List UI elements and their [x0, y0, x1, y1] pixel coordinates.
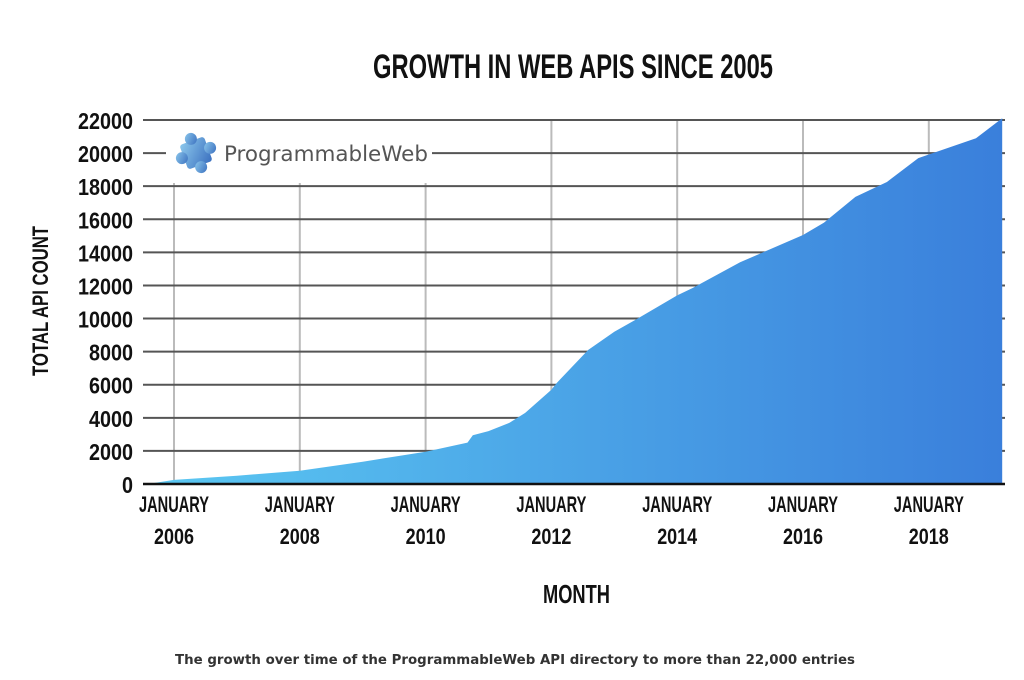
puzzle-piece-icon — [175, 132, 217, 174]
x-tick-label-month: JANUARY — [642, 492, 712, 517]
y-tick-label: 8000 — [89, 340, 133, 366]
x-tick-label-month: JANUARY — [391, 492, 461, 517]
y-tick-label: 0 — [122, 472, 133, 498]
x-tick-label-month: JANUARY — [516, 492, 586, 517]
y-axis-label: TOTAL API COUNT — [28, 226, 53, 376]
programmableweb-logo: ProgrammableWeb — [166, 132, 432, 174]
y-tick-label: 18000 — [78, 174, 133, 200]
x-tick-label-month: JANUARY — [265, 492, 335, 517]
y-tick-label: 10000 — [78, 307, 133, 333]
y-tick-label: 2000 — [89, 439, 133, 465]
x-tick-label-year: 2016 — [783, 524, 823, 549]
y-tick-label: 16000 — [78, 207, 133, 233]
y-tick-label: 14000 — [78, 240, 133, 266]
x-tick-label-month: JANUARY — [139, 492, 209, 517]
x-tick-label-month: JANUARY — [894, 492, 964, 517]
chart-caption: The growth over time of the Programmable… — [175, 653, 855, 668]
x-tick-label-month: JANUARY — [768, 492, 838, 517]
y-tick-label: 22000 — [78, 108, 133, 134]
y-tick-label: 20000 — [78, 141, 133, 167]
x-tick-label-year: 2018 — [909, 524, 949, 549]
x-axis-label: MONTH — [543, 579, 610, 609]
x-tick-label-year: 2012 — [531, 524, 571, 549]
y-tick-label: 12000 — [78, 273, 133, 299]
x-tick-label-year: 2006 — [154, 524, 194, 549]
x-tick-label-year: 2010 — [406, 524, 446, 549]
chart-title: GROWTH IN WEB APIS SINCE 2005 — [373, 48, 773, 86]
logo-text: ProgrammableWeb — [224, 142, 428, 166]
x-tick-label-year: 2008 — [280, 524, 320, 549]
api-count-area — [147, 118, 1003, 485]
y-tick-label: 6000 — [89, 373, 133, 399]
x-tick-label-year: 2014 — [657, 524, 698, 549]
y-tick-label: 4000 — [89, 406, 133, 432]
